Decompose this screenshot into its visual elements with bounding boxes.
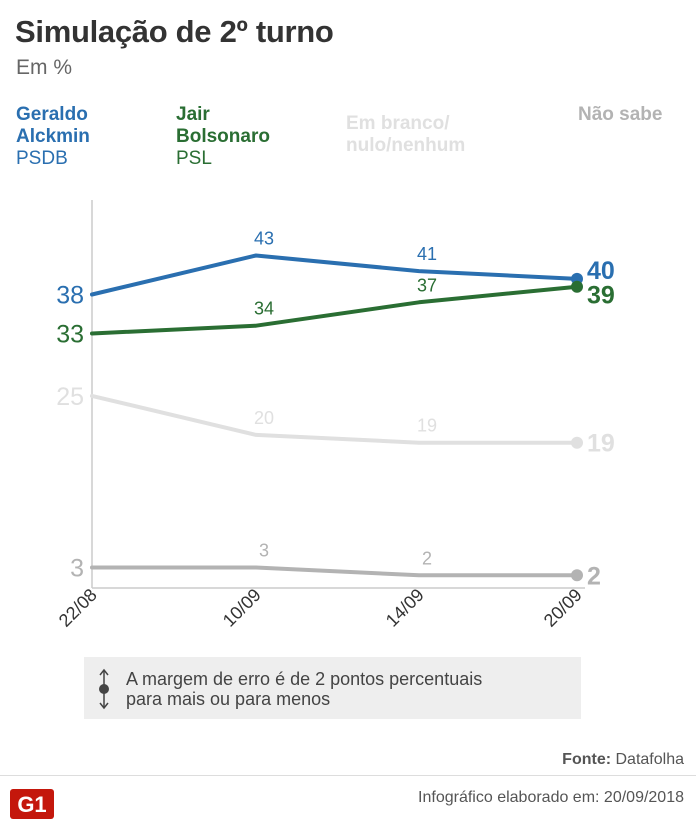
series-line-branco-nulo bbox=[90, 393, 579, 445]
series-end-point-nao-sabe bbox=[571, 569, 583, 582]
data-label: 20 bbox=[254, 408, 274, 428]
g1-logo: G1 bbox=[10, 789, 54, 819]
note-text: A margem de erro é de 2 pontos percentua… bbox=[126, 669, 483, 709]
x-tick-label: 20/09 bbox=[540, 585, 586, 631]
x-tick-label: 22/08 bbox=[55, 585, 101, 631]
data-label: 37 bbox=[417, 275, 437, 295]
data-label: 34 bbox=[254, 299, 274, 319]
margin-of-error-note: A margem de erro é de 2 pontos percentua… bbox=[84, 657, 581, 719]
legend-item-branco-nulo: Em branco/ nulo/nenhum bbox=[346, 113, 465, 157]
logo-text: G1 bbox=[17, 792, 46, 817]
data-label: 19 bbox=[417, 416, 437, 436]
chart-subtitle: Em % bbox=[16, 56, 73, 79]
data-label: 38 bbox=[56, 282, 84, 310]
data-label: 41 bbox=[417, 244, 437, 264]
x-tick-label: 14/09 bbox=[382, 585, 428, 631]
legend-party: PSDB bbox=[16, 148, 68, 169]
data-label: 3 bbox=[259, 541, 269, 561]
data-label: 25 bbox=[56, 383, 84, 411]
legend-name: Jair Bolsonaro bbox=[176, 104, 270, 147]
legend-name: Geraldo Alckmin bbox=[16, 104, 90, 147]
x-tick-label: 10/09 bbox=[219, 585, 265, 631]
data-label: 3 bbox=[70, 555, 84, 583]
legend-name: Em branco/ nulo/nenhum bbox=[346, 113, 466, 156]
data-label: 40 bbox=[587, 257, 615, 285]
legend-name: Não sabe bbox=[578, 104, 663, 125]
legend-party: PSL bbox=[176, 148, 212, 169]
legend-item-alckmin: Geraldo Alckmin PSDB bbox=[16, 104, 90, 170]
series-end-point-bolsonaro bbox=[571, 280, 583, 293]
data-label: 39 bbox=[587, 282, 615, 310]
data-label: 2 bbox=[422, 548, 432, 568]
legend-item-bolsonaro: Jair Bolsonaro PSL bbox=[176, 104, 270, 170]
chart-title: Simulação de 2º turno bbox=[15, 14, 334, 49]
credit: Infográfico elaborado em: 20/09/2018 bbox=[418, 789, 684, 806]
source: Fonte: Datafolha bbox=[562, 751, 684, 769]
data-label: 33 bbox=[56, 321, 84, 349]
series-line-nao-sabe bbox=[90, 565, 579, 578]
series-line-alckmin bbox=[90, 253, 579, 297]
footer-divider bbox=[0, 775, 696, 776]
data-label: 19 bbox=[587, 430, 615, 458]
error-margin-icon bbox=[99, 668, 109, 710]
source-label: Fonte: bbox=[562, 751, 612, 768]
legend-item-nao-sabe: Não sabe bbox=[578, 104, 662, 126]
series-line-bolsonaro bbox=[90, 284, 579, 336]
data-label: 43 bbox=[254, 229, 274, 249]
data-label: 2 bbox=[587, 562, 601, 590]
series-end-point-branco-nulo bbox=[571, 436, 583, 449]
source-value: Datafolha bbox=[615, 751, 685, 768]
